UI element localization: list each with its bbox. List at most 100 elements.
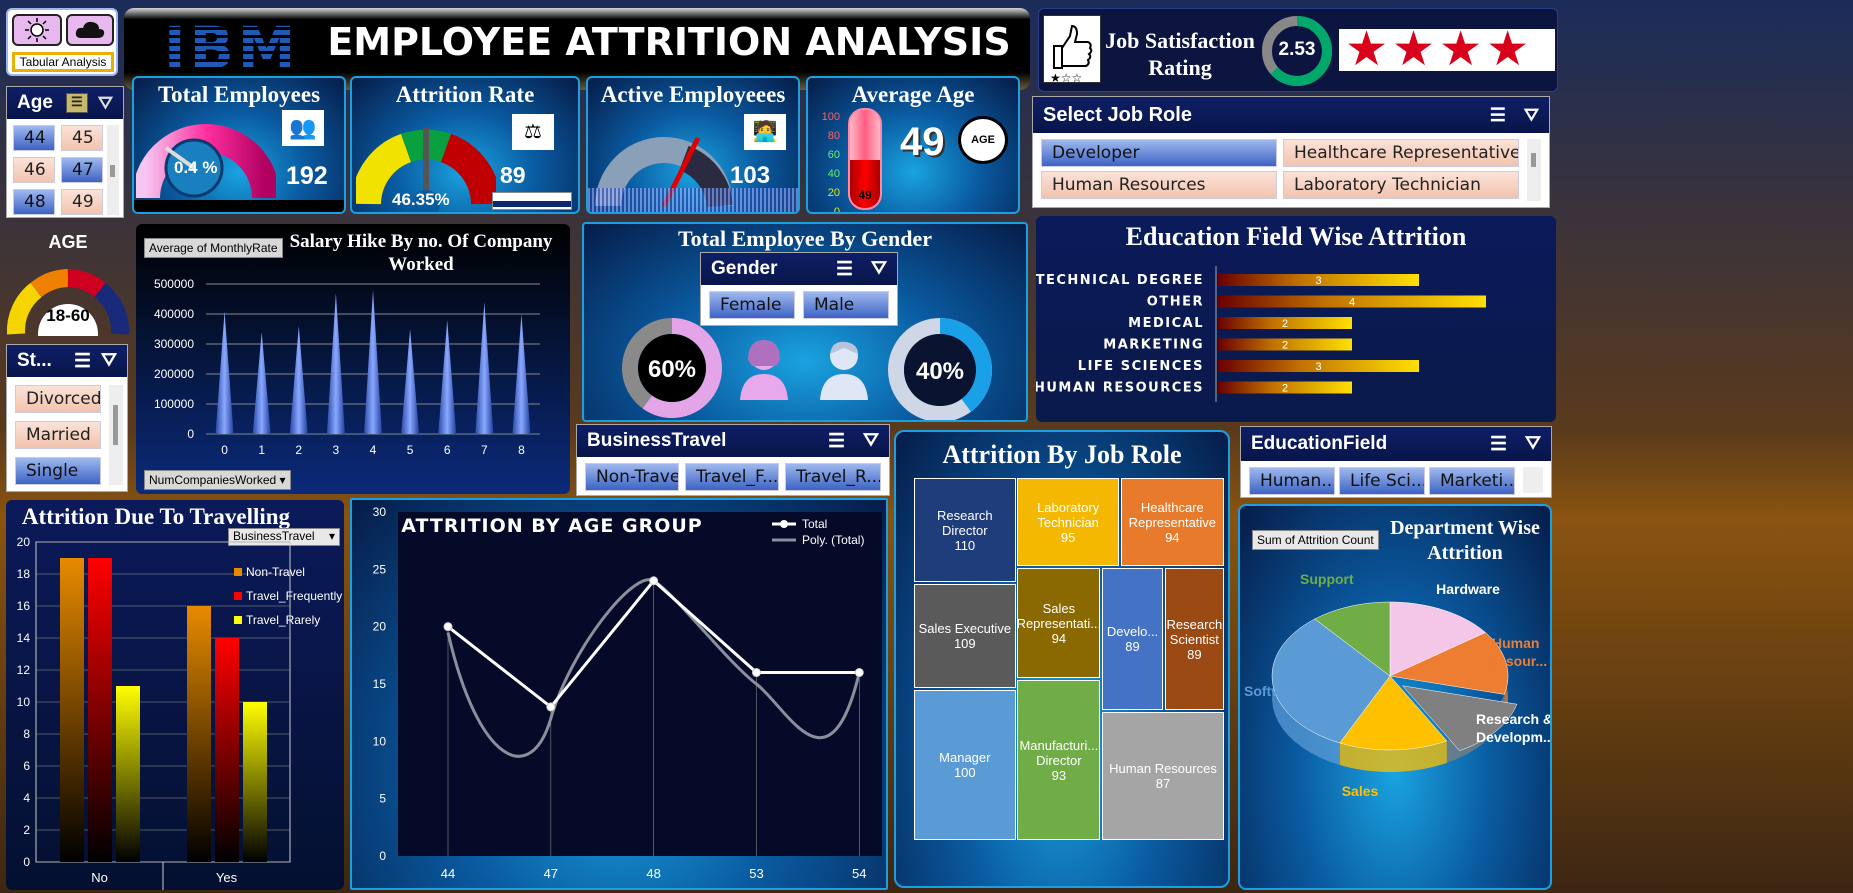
age-option-47[interactable]: 47 (61, 157, 103, 183)
salary-y-tick: 300000 (154, 337, 194, 351)
salary-x-tick: 7 (481, 443, 488, 457)
age-option-49[interactable]: 49 (61, 189, 103, 215)
treemap-cell-label: Human Resources (1109, 761, 1217, 776)
treemap-cell[interactable]: Sales Executive 109 (914, 584, 1016, 688)
header-banner: IBM EMPLOYEE ATTRITION ANALYSIS (124, 8, 1030, 90)
agegroup-point (854, 668, 864, 678)
clear-filter-icon[interactable]: ⛛ (101, 350, 117, 371)
edu-data-label: 4 (1349, 297, 1355, 309)
age-option-48[interactable]: 48 (13, 189, 55, 215)
thermo-tick: 40 (827, 168, 840, 180)
star-rating-fill: ★★★★ (1345, 29, 1529, 71)
travel-option-rarely[interactable]: Travel_R... (785, 463, 881, 491)
treemap-cell[interactable]: Laboratory Technician 95 (1017, 478, 1119, 566)
thermometer-fill (850, 159, 880, 208)
status-option-married[interactable]: Married (15, 421, 101, 449)
salary-field-button[interactable]: Average of MonthlyRate (144, 238, 283, 258)
travel-y-tick: 18 (17, 567, 31, 581)
status-scrollbar[interactable] (109, 385, 123, 485)
travel-legend-swatch (234, 592, 242, 600)
agegroup-y-tick: 5 (379, 792, 386, 806)
edu-category-label: HUMAN RESOURCES (1036, 381, 1204, 396)
travel-chart-title: Attrition Due To Travelling (21, 504, 291, 529)
treemap-cell[interactable]: Healthcare Representative 94 (1120, 478, 1224, 566)
gender-option-male[interactable]: Male (803, 291, 889, 319)
multiselect-icon[interactable]: ☰ (827, 430, 846, 452)
multiselect-icon[interactable]: ☰ (1489, 433, 1508, 455)
treemap-cell[interactable]: Human Resources 87 (1102, 712, 1224, 840)
treemap-cell-value: 100 (953, 765, 976, 780)
job-role-slicer: Select Job Role ☰ ⛛ Developer Healthcare… (1032, 96, 1550, 208)
agegroup-y-tick: 20 (373, 620, 387, 634)
female-icon (734, 336, 794, 400)
dept-field-button[interactable]: Sum of Attrition Count (1252, 530, 1379, 550)
job-role-option-developer[interactable]: Developer (1041, 139, 1277, 167)
status-option-single[interactable]: Single (15, 457, 101, 485)
job-role-option-healthcare[interactable]: Healthcare Representative (1283, 139, 1519, 167)
edufield-option-marketing[interactable]: Marketi... (1429, 467, 1515, 495)
multiselect-icon[interactable]: ☰ (73, 350, 92, 372)
treemap-cell[interactable]: Sales Representati... 94 (1017, 568, 1101, 678)
treemap-cell[interactable]: Research Scientist 89 (1164, 568, 1224, 710)
job-role-option-lab-tech[interactable]: Laboratory Technician (1283, 171, 1519, 199)
multiselect-icon[interactable]: ☰ (835, 258, 854, 280)
total-gauge (136, 124, 276, 212)
clear-filter-icon[interactable]: ⛛ (1523, 104, 1539, 125)
age-option-46[interactable]: 46 (13, 157, 55, 183)
salary-y-tick: 0 (187, 427, 194, 441)
travel-legend-swatch (234, 616, 242, 624)
travel-bar (60, 558, 84, 862)
edu-bar (1218, 274, 1419, 286)
travel-option-non-travel[interactable]: Non-Travel (585, 463, 679, 491)
agegroup-y-tick: 15 (373, 677, 387, 691)
age-slicer-scrollbar[interactable] (107, 125, 119, 215)
job-role-slicer-header: Select Job Role ☰ ⛛ (1033, 97, 1549, 133)
clear-filter-icon[interactable]: ⛛ (871, 258, 887, 279)
job-role-option-human-resources[interactable]: Human Resources (1041, 171, 1277, 199)
edufield-option-life-sci[interactable]: Life Sci... (1339, 467, 1425, 495)
status-option-divorced[interactable]: Divorced (15, 385, 101, 413)
treemap-cell[interactable]: Manager 100 (914, 690, 1016, 840)
edu-bar (1218, 381, 1352, 394)
travel-option-frequently[interactable]: Travel_F... (685, 463, 779, 491)
theme-switcher: Tabular Analysis (6, 8, 118, 76)
sun-icon[interactable] (12, 14, 62, 46)
salary-x-tick: 6 (444, 443, 451, 457)
multiselect-icon[interactable]: ☰ (1489, 104, 1506, 125)
treemap-cell[interactable]: Research Director 110 (914, 478, 1016, 582)
edufield-option-human[interactable]: Human... (1249, 467, 1335, 495)
agegroup-point (443, 622, 453, 632)
tabular-analysis-button[interactable]: Tabular Analysis (12, 52, 114, 72)
salary-cone-bar (289, 326, 308, 434)
age-group-plot: ATTRITION BY AGE GROUP 0 5 10 15 20 25 30 44 47 48… (373, 505, 882, 881)
agegroup-x-tick: 54 (852, 866, 866, 881)
dept-pie-slice (1314, 601, 1391, 677)
age-option-44[interactable]: 44 (13, 125, 55, 151)
job-role-slicer-title: Select Job Role (1043, 103, 1192, 126)
treemap-cell-value: 94 (1165, 529, 1180, 545)
job-role-scrollbar[interactable] (1527, 139, 1541, 201)
travel-slicer-header: BusinessTravel ☰ ⛛ (577, 425, 889, 457)
dept-pie-slice (1389, 632, 1509, 695)
clear-filter-icon[interactable]: ⛛ (1525, 433, 1541, 454)
total-gauge-label: 0.4 % (174, 158, 218, 177)
multiselect-icon[interactable]: ☰ (65, 93, 88, 113)
edu-data-label: 2 (1282, 340, 1288, 352)
clear-filter-icon[interactable]: ⛛ (863, 430, 879, 451)
cloud-icon[interactable] (66, 14, 114, 46)
treemap-cell[interactable]: Manufacturi... Director 93 (1017, 680, 1101, 840)
travel-slicer-title: BusinessTravel (587, 430, 727, 451)
treemap-cell-label: Research Director (936, 507, 993, 538)
age-range-card: AGE 18-60 (6, 226, 130, 340)
age-option-45[interactable]: 45 (61, 125, 103, 151)
jobrole-chart-title: Attrition By Job Role (942, 440, 1182, 469)
gender-option-female[interactable]: Female (709, 291, 795, 319)
ibm-logo: IBM (164, 14, 300, 82)
edufield-scrollbar[interactable] (1523, 467, 1543, 493)
salary-axis-button[interactable]: NumCompaniesWorked ▾ (144, 470, 291, 490)
treemap-cell[interactable]: Develo... 89 (1102, 568, 1163, 710)
treemap-cell-label: Develo... (1106, 624, 1159, 639)
clear-filter-icon[interactable]: ⛛ (97, 92, 113, 113)
thermometer: 49 (848, 108, 882, 210)
salary-chart-title: Salary Hike By no. Of Company Worked (276, 230, 566, 276)
